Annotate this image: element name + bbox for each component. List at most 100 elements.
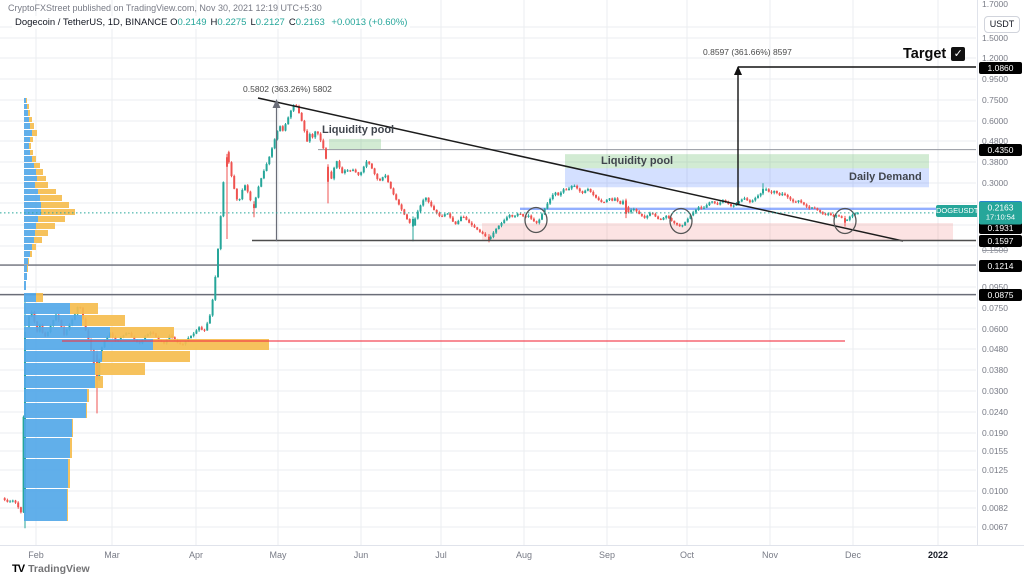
candle-body bbox=[519, 213, 522, 215]
candle-body bbox=[306, 130, 309, 142]
candle-body bbox=[481, 231, 484, 234]
target-arrowhead bbox=[734, 65, 742, 75]
candle-body bbox=[635, 209, 638, 212]
candle-body bbox=[686, 218, 689, 223]
vp-buy-bar bbox=[24, 150, 30, 155]
tradingview-logo[interactable]: TV TradingView bbox=[12, 563, 90, 575]
vp-sell-bar bbox=[41, 209, 75, 215]
candle-body bbox=[581, 191, 584, 194]
symbol-legend[interactable]: Dogecoin / TetherUS, 1D, BINANCE O0.2149… bbox=[12, 16, 411, 29]
vp-buy-bar bbox=[24, 104, 27, 109]
vp-sell-bar bbox=[36, 169, 43, 175]
candle-body bbox=[357, 172, 360, 175]
candle-body bbox=[430, 201, 433, 207]
candle-body bbox=[238, 199, 241, 201]
vp-buy-bar bbox=[24, 281, 26, 290]
vp-buy-bar bbox=[24, 169, 36, 175]
candle-body bbox=[611, 198, 614, 201]
candle-body bbox=[856, 212, 859, 214]
gridlines bbox=[0, 0, 976, 545]
candle-body bbox=[608, 198, 611, 200]
candle-body bbox=[360, 172, 363, 175]
candle-body bbox=[775, 190, 778, 194]
candle-body bbox=[438, 213, 441, 216]
candle-body bbox=[619, 201, 622, 204]
annotations bbox=[0, 65, 976, 242]
candle-body bbox=[694, 209, 697, 213]
price-tick-struck: 0.1500 bbox=[982, 245, 1008, 255]
vp-buy-bar bbox=[24, 273, 27, 280]
candle-body bbox=[673, 220, 676, 224]
candle-body bbox=[678, 224, 681, 227]
candle-body bbox=[446, 213, 449, 215]
price-axis[interactable]: USDT 1.7000 1.5000 1.2000 0.9500 0.7500 0.600… bbox=[977, 0, 1024, 545]
liquidity-pool-1-label: Liquidity pool bbox=[322, 124, 395, 136]
vp-buy-bar bbox=[24, 237, 34, 243]
candle-body bbox=[508, 214, 511, 218]
candle-body bbox=[260, 178, 263, 187]
vp-sell-bar bbox=[32, 130, 37, 136]
volume-profile bbox=[24, 98, 845, 521]
candle-body bbox=[435, 209, 438, 214]
candle-body bbox=[578, 188, 581, 192]
candle-body bbox=[454, 221, 457, 225]
time-label: Oct bbox=[679, 550, 695, 560]
candle-body bbox=[451, 217, 454, 222]
candle-body bbox=[354, 169, 357, 173]
candle-body bbox=[203, 329, 206, 331]
candle-body bbox=[349, 170, 352, 172]
candle-body bbox=[821, 212, 824, 214]
candle-body bbox=[433, 206, 435, 210]
candle-body bbox=[412, 219, 414, 227]
vp-sell-bar bbox=[30, 123, 34, 129]
time-axis[interactable]: Feb Mar Apr May Jun Jul Aug Sep Oct Nov Dec 2022 bbox=[0, 545, 1024, 566]
vp-buy-bar bbox=[24, 98, 26, 103]
candle-body bbox=[530, 215, 533, 219]
candle-body bbox=[468, 219, 471, 223]
price-tick: 0.3800 bbox=[982, 157, 1008, 167]
target-annotation: Target ✓ bbox=[903, 46, 966, 62]
candle-body bbox=[762, 188, 764, 194]
candle-body bbox=[419, 205, 422, 212]
candle-body bbox=[778, 193, 781, 196]
time-label: 2022 bbox=[927, 550, 949, 560]
candle-body bbox=[36, 321, 39, 332]
candle-body bbox=[557, 192, 560, 196]
candle-body bbox=[667, 216, 670, 219]
candle-body bbox=[416, 211, 419, 219]
candle-body bbox=[600, 200, 603, 203]
candle-body bbox=[773, 190, 776, 193]
vp-buy-bar bbox=[24, 137, 30, 142]
candle-body bbox=[316, 131, 319, 134]
candle-body bbox=[592, 191, 595, 196]
vp-buy-bar bbox=[24, 376, 95, 388]
candle-body bbox=[662, 217, 665, 220]
vp-buy-bar bbox=[24, 303, 70, 314]
price-level-label: 0.1597 bbox=[979, 235, 1022, 247]
currency-toggle-button[interactable]: USDT bbox=[984, 16, 1020, 33]
candle-body bbox=[797, 200, 800, 202]
candle-body bbox=[284, 124, 287, 131]
candle-body bbox=[462, 216, 465, 218]
vp-sell-bar bbox=[95, 376, 103, 388]
vp-buy-bar bbox=[24, 182, 35, 188]
price-level-label: 0.4350 bbox=[979, 144, 1022, 156]
candle-body bbox=[144, 336, 147, 340]
price-tick: 0.0600 bbox=[982, 324, 1008, 334]
vp-sell-bar bbox=[72, 419, 73, 437]
time-label: Nov bbox=[761, 550, 779, 560]
candle-body bbox=[362, 166, 365, 173]
symbol-title: Dogecoin / TetherUS, 1D, BINANCE bbox=[15, 17, 168, 28]
candle-body bbox=[11, 500, 14, 502]
candle-body bbox=[808, 206, 811, 209]
vp-buy-bar bbox=[24, 130, 32, 136]
candle-body bbox=[511, 214, 514, 217]
vp-buy-bar bbox=[24, 117, 29, 122]
price-tick: 0.0125 bbox=[982, 465, 1008, 475]
candle-body bbox=[217, 248, 219, 278]
target-checkbox-icon[interactable]: ✓ bbox=[951, 47, 966, 61]
vp-sell-bar bbox=[95, 363, 145, 375]
candle-body bbox=[346, 170, 349, 172]
vp-sell-bar bbox=[30, 150, 33, 155]
daily-demand bbox=[565, 168, 929, 188]
